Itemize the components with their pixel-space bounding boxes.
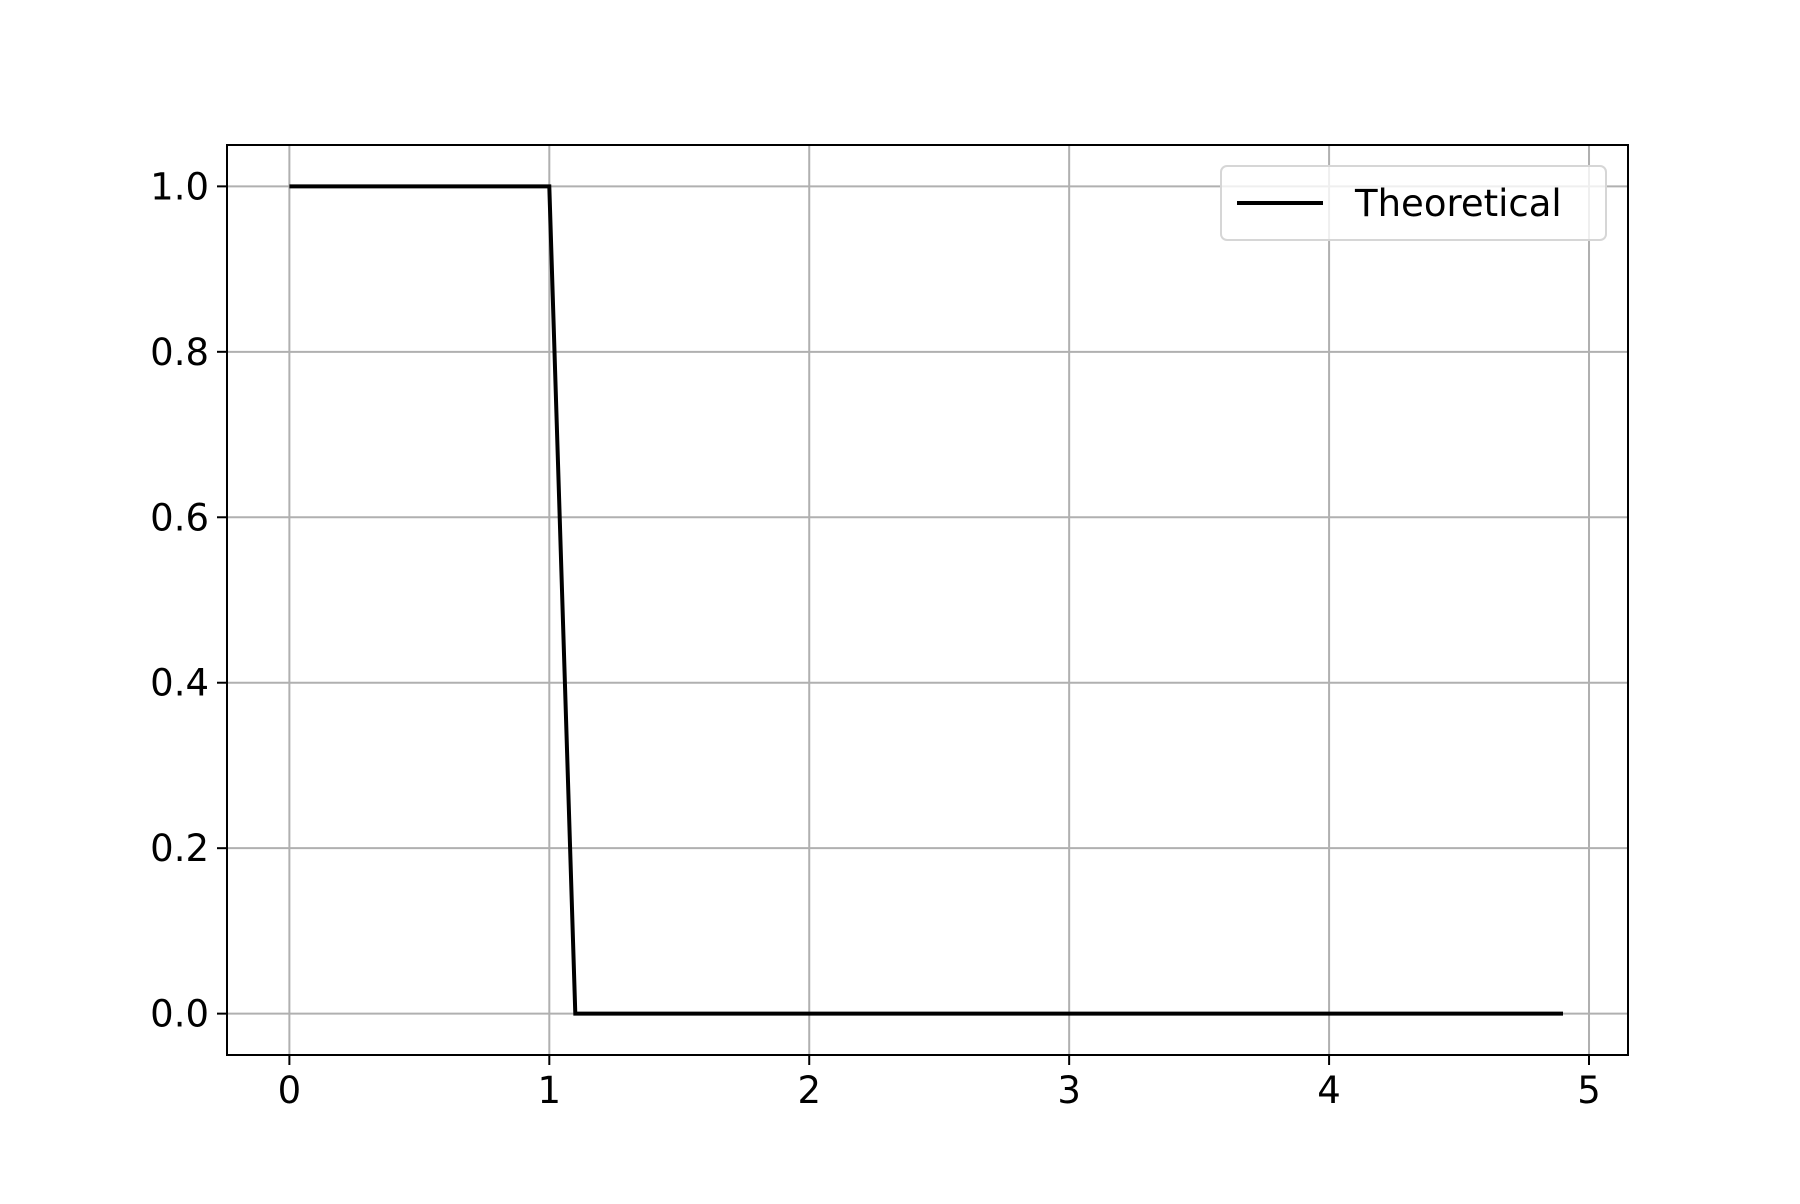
x-tick-label: 2 xyxy=(797,1069,821,1112)
plot-frame xyxy=(226,144,1629,1056)
series-line-0 xyxy=(289,184,1563,1016)
grid-lines xyxy=(227,145,1628,1055)
y-tick-label: 0.8 xyxy=(150,331,209,374)
legend-label: Theoretical xyxy=(1354,182,1562,225)
x-tick-label: 1 xyxy=(538,1069,562,1112)
x-tick-label: 4 xyxy=(1317,1069,1341,1112)
y-tick-label: 0.2 xyxy=(150,827,209,870)
y-tick-label: 0.4 xyxy=(150,662,209,705)
legend-box xyxy=(1220,165,1607,241)
y-tick-label: 0.0 xyxy=(150,993,209,1036)
x-tick-label: 5 xyxy=(1577,1069,1601,1112)
legend: Theoretical xyxy=(1220,165,1607,241)
x-tick-label: 3 xyxy=(1057,1069,1081,1112)
y-tick-label: 1.0 xyxy=(150,165,209,208)
axis-ticks: 0 1 2 3 4 5 0.0 0.2 0.4 0.6 0.8 1.0 xyxy=(150,165,1601,1112)
y-tick-label: 0.6 xyxy=(150,496,209,539)
series-lines xyxy=(289,184,1563,1016)
x-tick-label: 0 xyxy=(278,1069,302,1112)
